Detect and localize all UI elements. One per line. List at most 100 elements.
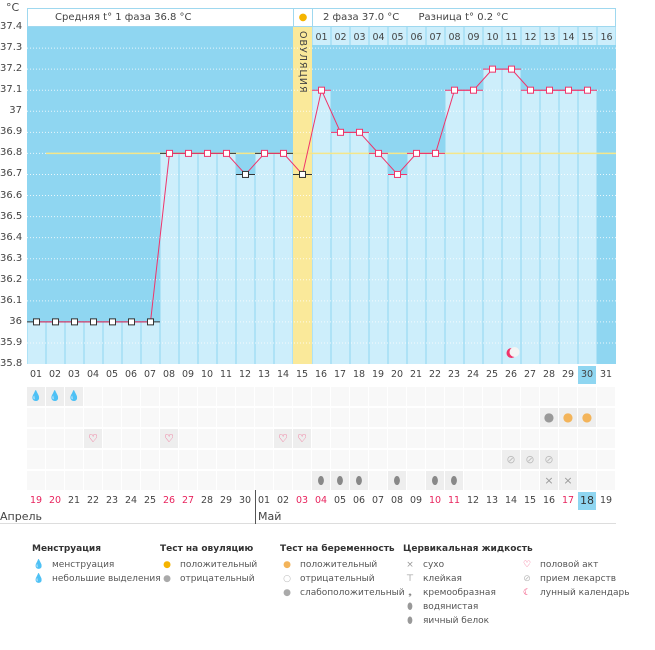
empty-cell	[293, 471, 311, 490]
date-label: 27	[181, 495, 195, 506]
date-label: 18	[578, 492, 596, 510]
empty-cell	[236, 429, 254, 448]
empty-cell	[502, 408, 520, 427]
temperature-bar	[122, 321, 141, 364]
y-tick-label: 36.6	[0, 189, 23, 201]
empty-cell	[236, 471, 254, 490]
temperature-point	[71, 318, 78, 326]
temperature-bar	[160, 153, 179, 364]
empty-cell	[483, 429, 501, 448]
temperature-point	[204, 149, 211, 157]
empty-cell	[464, 450, 482, 469]
y-tick-label: 37.1	[0, 84, 23, 96]
day-label: 25	[485, 369, 499, 380]
legend-title: Цервикальная жидкость	[403, 544, 533, 554]
day-label: 18	[352, 369, 366, 380]
legend-label: положительный	[180, 560, 258, 570]
empty-cell	[84, 408, 102, 427]
cycle-day-cell	[502, 27, 521, 45]
temperature-bar	[445, 90, 464, 364]
cycle-day-cell	[540, 27, 559, 45]
date-label: 04	[314, 495, 328, 506]
sun-icon: ●	[293, 8, 313, 27]
heart-icon: ♡	[274, 429, 292, 448]
fluid-egg-icon: ⬮	[312, 471, 330, 490]
empty-cell	[540, 387, 558, 406]
day-label: 17	[333, 369, 347, 380]
empty-cell	[141, 429, 159, 448]
empty-cell	[331, 429, 349, 448]
date-label: 22	[86, 495, 100, 506]
date-label: 29	[219, 495, 233, 506]
day-label: 30	[578, 366, 596, 384]
date-label: 03	[295, 495, 309, 506]
legend-label: половой акт	[540, 560, 599, 570]
day-label: 28	[542, 369, 556, 380]
empty-cell	[27, 471, 45, 490]
y-tick-label: 37.2	[0, 63, 23, 75]
empty-cell	[540, 429, 558, 448]
phase1-value: 36.8 °C	[154, 12, 192, 23]
diff-value: 0.2 °C	[477, 12, 509, 23]
phase1-label: Средняя t° 1 фаза	[55, 12, 151, 23]
legend-item: ● отрицательный	[160, 572, 257, 586]
temperature-point	[242, 170, 249, 178]
temperature-point	[546, 86, 553, 94]
temperature-bar	[388, 174, 407, 364]
temperature-point	[470, 86, 477, 94]
day-label: 10	[200, 369, 214, 380]
cycle-day-cell	[407, 27, 426, 45]
empty-cell	[426, 450, 444, 469]
empty-cell	[255, 450, 273, 469]
date-label: 13	[485, 495, 499, 506]
empty-cell	[255, 429, 273, 448]
empty-cell	[597, 408, 615, 427]
legend-label: слабоположительный	[300, 588, 405, 598]
empty-cell	[84, 471, 102, 490]
pregnancy-test-positive-icon: ●	[578, 408, 596, 427]
legend-item: ♡ половой акт	[520, 558, 630, 572]
legend-label: кремообразная	[423, 588, 496, 598]
empty-cell	[217, 450, 235, 469]
cycle-day-label: 04	[372, 32, 384, 43]
empty-cell	[141, 450, 159, 469]
temperature-point	[394, 170, 401, 178]
cycle-day-label: 02	[334, 32, 346, 43]
y-tick-label: 37	[9, 105, 22, 117]
legend-title: Тест на овуляцию	[160, 544, 254, 554]
empty-cell	[274, 450, 292, 469]
y-tick-label: 36.5	[0, 210, 23, 222]
empty-cell	[236, 387, 254, 406]
empty-cell	[141, 471, 159, 490]
empty-cell	[217, 408, 235, 427]
cycle-day-cell	[559, 27, 578, 45]
empty-cell	[179, 387, 197, 406]
empty-cell	[160, 450, 178, 469]
empty-cell	[160, 471, 178, 490]
legend-label: яичный белок	[423, 616, 490, 626]
cycle-day-cell	[483, 27, 502, 45]
cycle-day-cell	[369, 27, 388, 45]
heart-icon: ♡	[293, 429, 311, 448]
empty-cell	[160, 387, 178, 406]
cycle-day-cell	[445, 27, 464, 45]
empty-cell	[483, 450, 501, 469]
empty-cell	[141, 387, 159, 406]
day-label: 22	[428, 369, 442, 380]
empty-cell	[597, 450, 615, 469]
legend-item: ● слабоположительный	[280, 586, 405, 600]
temperature-bar	[179, 153, 198, 364]
temperature-bar	[312, 90, 331, 364]
empty-cell	[293, 408, 311, 427]
temperature-bar	[502, 69, 521, 364]
empty-cell	[274, 387, 292, 406]
empty-cell	[388, 387, 406, 406]
day-label: 11	[219, 369, 233, 380]
empty-cell	[141, 408, 159, 427]
empty-cell	[407, 471, 425, 490]
legend-item: ○ отрицательный	[280, 572, 405, 586]
empty-cell	[198, 471, 216, 490]
legend-title: Менструация	[32, 544, 101, 554]
empty-cell	[578, 450, 596, 469]
